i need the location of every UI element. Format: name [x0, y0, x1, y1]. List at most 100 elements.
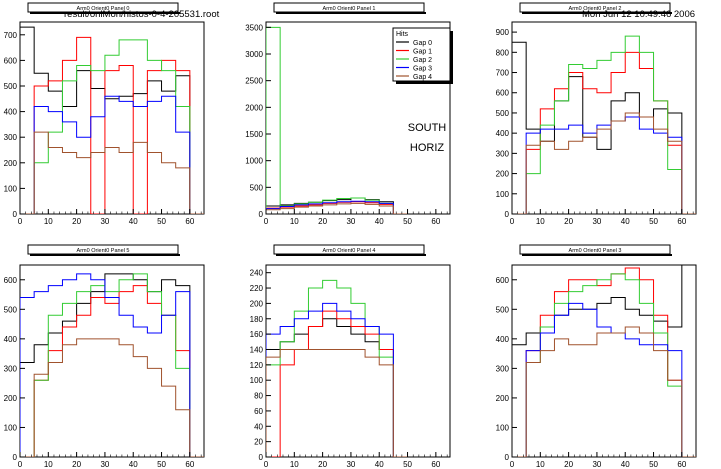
x-tick-label: 60	[677, 460, 686, 469]
series-line-gap-1	[266, 310, 408, 457]
y-tick-label: 180	[250, 315, 264, 324]
x-tick-label: 40	[621, 460, 630, 469]
y-tick-label: 1500	[245, 130, 263, 139]
panel-title: Arm0 Orient0 Panel 5	[77, 248, 130, 254]
y-tick-label: 2000	[245, 103, 263, 112]
y-tick-label: 100	[496, 423, 510, 432]
x-tick-label: 20	[318, 217, 327, 226]
x-tick-label: 10	[44, 217, 53, 226]
y-tick-label: 200	[4, 159, 18, 168]
y-tick-label: 400	[4, 108, 18, 117]
panel-title-shadow	[30, 254, 180, 256]
panel-title: Arm0 Orient0 Panel 2	[569, 6, 622, 12]
series-line-gap-4	[266, 348, 408, 457]
y-tick-label: 700	[4, 31, 18, 40]
y-tick-label: 100	[496, 190, 510, 199]
y-tick-label: 0	[505, 453, 510, 462]
x-tick-label: 0	[510, 217, 515, 226]
series-line-gap-4	[512, 326, 696, 457]
y-tick-label: 200	[496, 170, 510, 179]
file-path-label: result/onlMon/histos-0-4-205531.root	[64, 9, 220, 20]
x-tick-label: 60	[185, 460, 194, 469]
panel-title-shadow	[522, 12, 672, 14]
series-line-gap-4	[512, 112, 696, 214]
histogram-panel-5: Arm0 Orient0 Panel 3 0 100 200 300 400 500 600 0…	[496, 244, 697, 469]
x-tick-label: 50	[157, 460, 166, 469]
panel-title: Arm0 Orient0 Panel 0	[77, 6, 130, 12]
y-tick-label: 1000	[245, 157, 263, 166]
y-tick-label: 160	[250, 330, 264, 339]
y-tick-label: 3000	[245, 50, 263, 59]
x-tick-label: 30	[346, 217, 355, 226]
y-tick-label: 120	[250, 361, 264, 370]
x-tick-label: 20	[72, 460, 81, 469]
y-tick-label: 900	[496, 28, 510, 37]
y-tick-label: 0	[13, 210, 18, 219]
series-line-gap-2	[20, 273, 204, 457]
y-tick-label: 140	[250, 345, 264, 354]
x-tick-label: 60	[185, 217, 194, 226]
y-tick-label: 3500	[245, 23, 263, 32]
y-tick-label: 300	[4, 133, 18, 142]
series-line-gap-0	[512, 41, 696, 214]
y-tick-label: 400	[4, 335, 18, 344]
y-tick-label: 100	[4, 423, 18, 432]
x-tick-label: 60	[677, 217, 686, 226]
y-tick-label: 600	[496, 276, 510, 285]
x-tick-label: 50	[157, 217, 166, 226]
x-tick-label: 40	[375, 217, 384, 226]
series-line-gap-1	[20, 36, 204, 214]
series-line-gap-0	[512, 265, 696, 457]
x-tick-label: 20	[72, 217, 81, 226]
y-tick-label: 500	[4, 305, 18, 314]
plot-frame	[511, 264, 697, 458]
series-line-gap-2	[266, 279, 408, 457]
y-tick-label: 500	[496, 109, 510, 118]
y-tick-label: 2500	[245, 77, 263, 86]
series-line-gap-3	[512, 302, 696, 457]
x-tick-label: 50	[649, 460, 658, 469]
y-tick-label: 800	[496, 48, 510, 57]
annotation-horiz: HORIZ	[410, 142, 445, 154]
y-tick-label: 600	[496, 89, 510, 98]
y-tick-label: 700	[496, 69, 510, 78]
legend-box	[392, 27, 451, 82]
x-tick-label: 10	[536, 217, 545, 226]
y-tick-label: 200	[4, 394, 18, 403]
y-tick-label: 0	[13, 453, 18, 462]
panel-title-shadow	[276, 254, 426, 256]
x-tick-label: 0	[18, 217, 23, 226]
y-tick-label: 240	[250, 269, 264, 278]
y-tick-label: 300	[4, 364, 18, 373]
x-tick-label: 40	[621, 217, 630, 226]
x-tick-label: 0	[264, 460, 269, 469]
x-tick-label: 30	[346, 460, 355, 469]
y-tick-label: 220	[250, 284, 264, 293]
series-line-gap-1	[512, 267, 696, 457]
date-label: Mon Jun 12 10:49:46 2006	[582, 9, 696, 20]
x-tick-label: 30	[100, 217, 109, 226]
series-line-gap-3	[512, 116, 696, 214]
histogram-panel-0: Arm0 Orient0 Panel 001002003004005006007…	[4, 2, 205, 226]
series-line-gap-2	[266, 26, 408, 214]
x-tick-label: 30	[592, 217, 601, 226]
x-tick-label: 50	[403, 460, 412, 469]
series-line-gap-4	[20, 131, 204, 214]
histogram-panel-2: Arm0 Orient0 Panel 2 0 100 200 300 400 500 600 7…	[496, 2, 697, 226]
series-line-gap-4	[20, 338, 204, 457]
series-line-gap-2	[512, 273, 696, 457]
x-tick-label: 50	[649, 217, 658, 226]
y-tick-label: 100	[250, 376, 264, 385]
y-tick-label: 0	[259, 210, 264, 219]
series-line-gap-3	[20, 95, 204, 214]
y-tick-label: 400	[496, 129, 510, 138]
series-line-gap-2	[512, 35, 696, 214]
panel-title-shadow	[522, 254, 672, 256]
legend-entry: Gap 3	[413, 66, 432, 73]
y-tick-label: 20	[254, 438, 263, 447]
legend-title: Hits	[396, 31, 409, 38]
x-tick-label: 40	[129, 460, 138, 469]
y-tick-label: 300	[496, 149, 510, 158]
